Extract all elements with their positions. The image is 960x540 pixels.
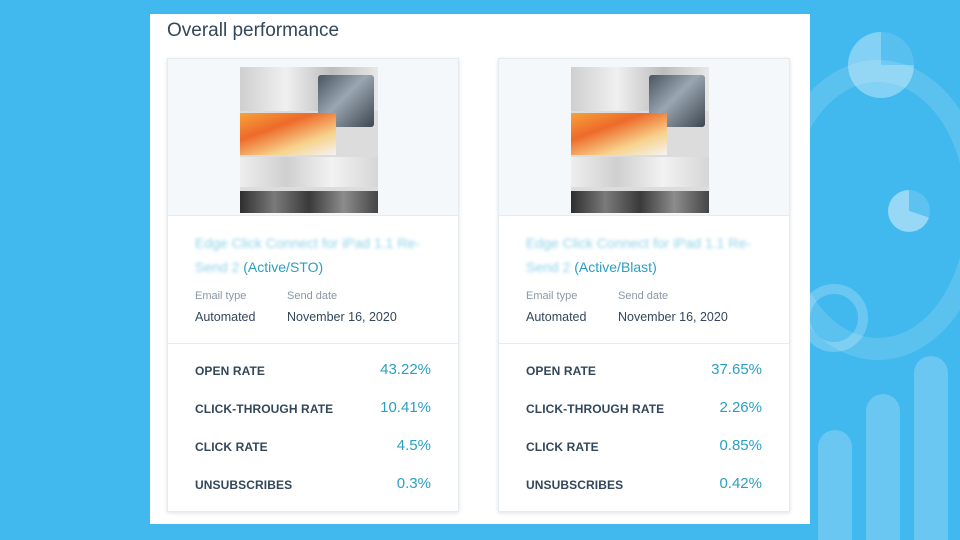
metric-row-unsubscribes: UNSUBSCRIBES 0.42% [526, 475, 762, 495]
metric-label: OPEN RATE [526, 364, 597, 378]
metric-label: UNSUBSCRIBES [526, 478, 624, 492]
metric-label: UNSUBSCRIBES [195, 478, 293, 492]
metric-label: OPEN RATE [195, 364, 266, 378]
divider [168, 343, 458, 344]
metric-row-open-rate: OPEN RATE 37.65% [526, 361, 762, 381]
email-name-redacted: Edge Click Connect for iPad 1.1 Re-Send … [195, 235, 420, 275]
send-date-label: Send date [287, 290, 338, 302]
send-date-value: November 16, 2020 [287, 310, 397, 324]
email-thumbnail[interactable] [571, 67, 709, 213]
email-thumbnail[interactable] [240, 67, 378, 213]
email-name-link[interactable]: Edge Click Connect for iPad 1.1 Re-Send … [195, 231, 445, 279]
send-date-value: November 16, 2020 [618, 310, 728, 324]
email-performance-card[interactable]: Edge Click Connect for iPad 1.1 Re-Send … [167, 58, 459, 512]
email-type-value: Automated [195, 310, 256, 324]
email-name-suffix: (Active/Blast) [574, 259, 657, 275]
metric-label: CLICK RATE [195, 440, 268, 454]
email-name-redacted: Edge Click Connect for iPad 1.1 Re-Send … [526, 235, 751, 275]
metric-row-unsubscribes: UNSUBSCRIBES 0.3% [195, 475, 431, 495]
email-type-value: Automated [526, 310, 587, 324]
metric-value: 37.65% [711, 361, 762, 378]
metric-value: 2.26% [719, 399, 762, 416]
background-bar-shape [818, 430, 852, 540]
metric-value: 0.42% [719, 475, 762, 492]
background-circle-shape [800, 284, 868, 352]
panel-title: Overall performance [167, 20, 340, 41]
email-name-link[interactable]: Edge Click Connect for iPad 1.1 Re-Send … [526, 231, 776, 279]
background-bar-shape [866, 394, 900, 540]
metric-label: CLICK RATE [526, 440, 599, 454]
metric-row-click-rate: CLICK RATE 0.85% [526, 437, 762, 457]
metric-row-click-through-rate: CLICK-THROUGH RATE 2.26% [526, 399, 762, 419]
metric-value: 43.22% [380, 361, 431, 378]
metric-value: 4.5% [396, 437, 431, 454]
divider [499, 343, 789, 344]
email-name-suffix: (Active/STO) [243, 259, 324, 275]
email-type-label: Email type [195, 290, 247, 302]
metric-value: 0.3% [396, 475, 431, 492]
send-date-label: Send date [618, 290, 669, 302]
email-thumbnail-area [499, 59, 789, 216]
pie-chart-icon [888, 190, 930, 232]
email-thumbnail-area [168, 59, 458, 216]
metric-row-open-rate: OPEN RATE 43.22% [195, 361, 431, 381]
metric-value: 0.85% [719, 437, 762, 454]
email-type-label: Email type [526, 290, 578, 302]
background-bar-shape [914, 356, 948, 540]
email-performance-card[interactable]: Edge Click Connect for iPad 1.1 Re-Send … [498, 58, 790, 512]
metric-row-click-through-rate: CLICK-THROUGH RATE 10.41% [195, 399, 431, 419]
metric-row-click-rate: CLICK RATE 4.5% [195, 437, 431, 457]
metric-label: CLICK-THROUGH RATE [195, 402, 334, 416]
metric-label: CLICK-THROUGH RATE [526, 402, 665, 416]
pie-chart-icon [848, 32, 914, 98]
metric-value: 10.41% [380, 399, 431, 416]
overall-performance-panel: Overall performance Edge Click Connect f… [150, 14, 810, 524]
